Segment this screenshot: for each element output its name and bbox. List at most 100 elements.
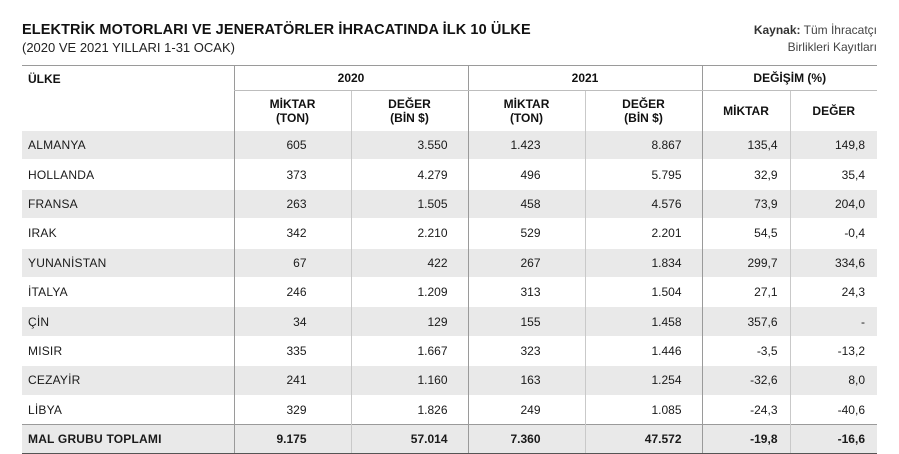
value-cell-q2021: 458 <box>467 188 585 219</box>
value-cell-dv: 149,8 <box>789 129 877 160</box>
source-label: Kaynak: <box>753 23 801 37</box>
value-cell-q2021: 529 <box>467 218 585 249</box>
table-title: ELEKTRİK MOTORLARI VE JENERATÖRLER İHRAC… <box>22 22 531 38</box>
value-cell-q2021: 7.360 <box>467 423 585 454</box>
table-row: FRANSA 263 1.505 458 4.576 73,9 204,0 <box>22 188 877 219</box>
value-cell-v2021: 1.085 <box>584 394 702 425</box>
value-cell-v2020: 422 <box>350 247 468 278</box>
value-cell-q2020: 241 <box>233 365 351 396</box>
table-row: İTALYA 246 1.209 313 1.504 27,1 24,3 <box>22 276 877 307</box>
country-cell: CEZAYİR <box>22 365 234 396</box>
column-header-2020-quantity: MİKTAR (TON) <box>233 90 351 131</box>
value-cell-v2020: 3.550 <box>350 129 468 160</box>
value-cell-v2021: 1.446 <box>584 335 702 366</box>
value-cell-v2021: 1.834 <box>584 247 702 278</box>
country-cell: MISIR <box>22 335 234 366</box>
value-cell-dv: -13,2 <box>789 335 877 366</box>
country-cell: IRAK <box>22 218 234 249</box>
value-cell-v2020: 1.826 <box>350 394 468 425</box>
header-row-metrics: MİKTAR (TON) DEĞER (BİN $) MİKTAR (TON) … <box>22 90 877 131</box>
table-row: IRAK 342 2.210 529 2.201 54,5 -0,4 <box>22 218 877 249</box>
table-row: CEZAYİR 241 1.160 163 1.254 -32,6 8,0 <box>22 365 877 396</box>
source-line-1: Tüm İhracatçı <box>803 23 877 37</box>
column-header-change: DEĞİŞİM (%) <box>701 65 877 91</box>
value-cell-q2021: 163 <box>467 365 585 396</box>
header-unit: (BİN $) <box>624 110 663 125</box>
value-cell-q2020: 246 <box>233 276 351 307</box>
country-cell: MAL GRUBU TOPLAMI <box>22 423 234 454</box>
value-cell-q2021: 267 <box>467 247 585 278</box>
value-cell-dq: 135,4 <box>701 129 790 160</box>
header-label: DEĞER <box>388 96 431 111</box>
value-cell-v2020: 4.279 <box>350 159 468 190</box>
header-label: MİKTAR <box>503 96 550 111</box>
header-label: DEĞER <box>622 96 665 111</box>
column-header-country: ÜLKE <box>22 65 234 131</box>
value-cell-dq: 27,1 <box>701 276 790 307</box>
country-cell: ALMANYA <box>22 129 234 160</box>
value-cell-q2020: 67 <box>233 247 351 278</box>
table-row: HOLLANDA 373 4.279 496 5.795 32,9 35,4 <box>22 159 877 190</box>
header-unit: (BİN $) <box>390 110 429 125</box>
value-cell-q2020: 34 <box>233 306 351 337</box>
value-cell-dq: -3,5 <box>701 335 790 366</box>
value-cell-v2021: 1.254 <box>584 365 702 396</box>
export-table: ÜLKE 2020 2021 DEĞİŞİM (%) MİKTAR (TON) … <box>22 65 877 454</box>
column-header-2021: 2021 <box>467 65 702 91</box>
value-cell-dv: - <box>789 306 877 337</box>
country-cell: YUNANİSTAN <box>22 247 234 278</box>
value-cell-q2020: 373 <box>233 159 351 190</box>
value-cell-dq: 32,9 <box>701 159 790 190</box>
value-cell-q2020: 335 <box>233 335 351 366</box>
total-row: MAL GRUBU TOPLAMI 9.175 57.014 7.360 47.572 -… <box>22 423 877 454</box>
header-label: MİKTAR <box>269 96 316 111</box>
source-note: Kaynak: Tüm İhracatçı Birlikleri Kayıtla… <box>754 22 877 56</box>
value-cell-v2020: 1.160 <box>350 365 468 396</box>
country-cell: İTALYA <box>22 276 234 307</box>
value-cell-dq: -24,3 <box>701 394 790 425</box>
value-cell-dv: -40,6 <box>789 394 877 425</box>
value-cell-v2021: 47.572 <box>584 423 702 454</box>
value-cell-v2020: 57.014 <box>350 423 468 454</box>
value-cell-dq: -32,6 <box>701 365 790 396</box>
value-cell-v2020: 1.505 <box>350 188 468 219</box>
value-cell-q2020: 342 <box>233 218 351 249</box>
value-cell-dq: 357,6 <box>701 306 790 337</box>
column-header-change-quantity: MİKTAR <box>701 90 790 131</box>
source-line-2: Birlikleri Kayıtları <box>787 40 877 54</box>
value-cell-q2021: 155 <box>467 306 585 337</box>
value-cell-q2021: 496 <box>467 159 585 190</box>
country-cell: HOLLANDA <box>22 159 234 190</box>
value-cell-v2021: 1.504 <box>584 276 702 307</box>
country-cell: LİBYA <box>22 394 234 425</box>
header-unit: (TON) <box>509 110 544 125</box>
value-cell-q2021: 323 <box>467 335 585 366</box>
column-header-change-value: DEĞER <box>789 90 877 131</box>
table-subtitle: (2020 VE 2021 YILLARI 1-31 OCAK) <box>22 40 235 55</box>
table-row: ÇİN 34 129 155 1.458 357,6- <box>22 306 877 337</box>
value-cell-v2020: 1.209 <box>350 276 468 307</box>
value-cell-v2021: 1.458 <box>584 306 702 337</box>
value-cell-dv: 8,0 <box>789 365 877 396</box>
value-cell-dv: -16,6 <box>789 423 877 454</box>
value-cell-dq: 54,5 <box>701 218 790 249</box>
table-body: ALMANYA 605 3.550 1.423 8.867 135,4 149,8 HOLLA… <box>22 129 877 454</box>
table-row: LİBYA 329 1.826 249 1.085 -24,3 -40,6 <box>22 394 877 425</box>
column-header-2021-value: DEĞER (BİN $) <box>584 90 702 131</box>
column-header-2021-quantity: MİKTAR (TON) <box>467 90 585 131</box>
value-cell-q2021: 249 <box>467 394 585 425</box>
value-cell-q2020: 9.175 <box>233 423 351 454</box>
value-cell-dv: 24,3 <box>789 276 877 307</box>
value-cell-dq: 73,9 <box>701 188 790 219</box>
value-cell-q2021: 313 <box>467 276 585 307</box>
country-cell: FRANSA <box>22 188 234 219</box>
value-cell-v2020: 129 <box>350 306 468 337</box>
value-cell-v2021: 5.795 <box>584 159 702 190</box>
header-unit: (TON) <box>275 110 310 125</box>
value-cell-v2021: 4.576 <box>584 188 702 219</box>
column-header-2020-value: DEĞER (BİN $) <box>350 90 468 131</box>
value-cell-dv: 334,6 <box>789 247 877 278</box>
value-cell-q2020: 263 <box>233 188 351 219</box>
value-cell-v2021: 8.867 <box>584 129 702 160</box>
value-cell-v2020: 1.667 <box>350 335 468 366</box>
